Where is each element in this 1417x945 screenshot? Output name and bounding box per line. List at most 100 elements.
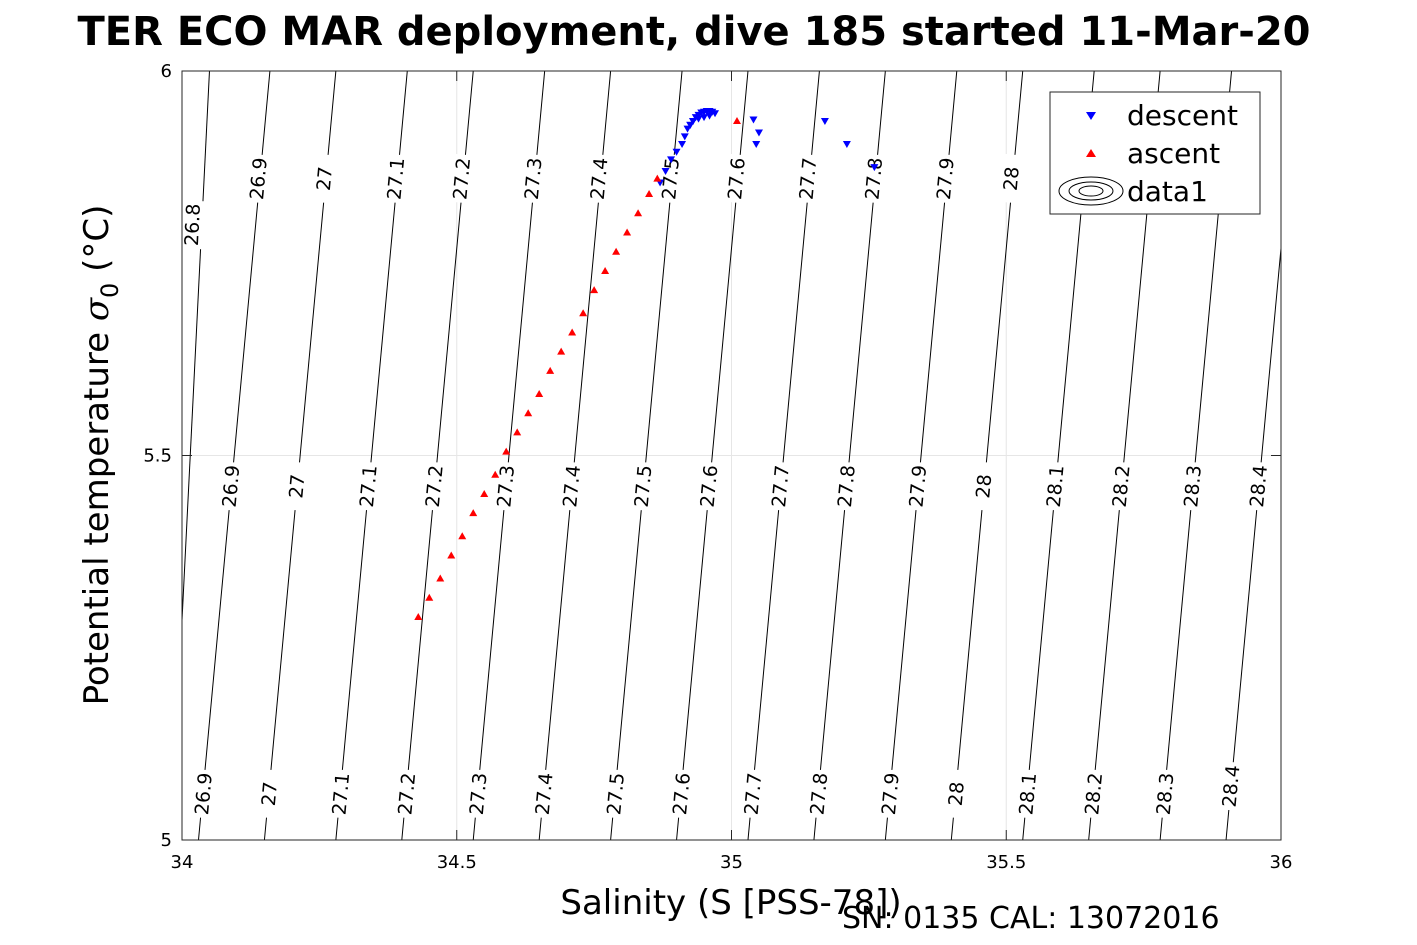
ascent-marker bbox=[579, 309, 588, 317]
contour-label: 27.5 bbox=[658, 157, 684, 201]
descent-marker bbox=[678, 141, 687, 149]
descent-marker bbox=[754, 129, 763, 137]
contour-label-background bbox=[997, 153, 1026, 204]
contour-label: 27.1 bbox=[383, 157, 409, 201]
ascent-marker bbox=[425, 593, 434, 601]
contour-label-background bbox=[519, 153, 548, 204]
legend-ascent-marker bbox=[1086, 149, 1096, 157]
contour-label-background bbox=[904, 461, 933, 512]
contour-label-background bbox=[860, 153, 889, 204]
contour-label: 27.2 bbox=[394, 772, 420, 816]
x-tick-label: 36 bbox=[1270, 852, 1293, 873]
contour-label: 28.3 bbox=[1180, 464, 1206, 508]
contour-label: 27.1 bbox=[328, 772, 354, 816]
ascent-marker bbox=[557, 347, 566, 355]
contour-label-background bbox=[585, 153, 614, 204]
contour-label-background bbox=[970, 461, 999, 512]
ascent-marker bbox=[601, 266, 610, 274]
contour-label-background bbox=[393, 768, 422, 819]
contour-label-background bbox=[283, 461, 312, 512]
contour-label-background bbox=[530, 768, 559, 819]
contour-label: 28.2 bbox=[1081, 772, 1107, 816]
contour-label: 27.6 bbox=[669, 772, 695, 816]
y-axis-label-unit: (°C) bbox=[77, 205, 117, 283]
contour-label: 26.8 bbox=[181, 203, 205, 246]
descent-marker bbox=[661, 167, 670, 175]
descent-marker bbox=[820, 117, 829, 125]
y-axis-label-sigma: σ bbox=[77, 297, 117, 321]
contour-label-background bbox=[382, 153, 411, 204]
contour-label-background bbox=[255, 768, 285, 819]
contour-label-background bbox=[557, 461, 587, 512]
contour-label-background bbox=[766, 461, 796, 512]
x-axis-label: Salinity (S [PSS-78]) bbox=[560, 883, 901, 923]
chart-title: TER ECO MAR deployment, dive 185 started… bbox=[77, 9, 1310, 55]
y-tick-label: 5.5 bbox=[143, 446, 172, 467]
x-tick-label: 34.5 bbox=[437, 852, 477, 873]
contour-label-background bbox=[1107, 461, 1136, 512]
contour-label: 28.3 bbox=[1153, 772, 1179, 816]
ascent-marker bbox=[414, 612, 423, 620]
contour-label: 27.7 bbox=[741, 772, 767, 816]
descent-marker bbox=[680, 133, 689, 141]
density-contour-line bbox=[1225, 243, 1281, 840]
ascent-marker bbox=[732, 116, 741, 124]
ascent-marker bbox=[623, 228, 632, 236]
density-contour-labels: 26.8 26.9 26.9 26.9 27 27 27 27.1 27.1 27.1 27.2 27… bbox=[179, 153, 1274, 819]
contour-label: 27.7 bbox=[796, 157, 822, 201]
y-axis-label-main: Potential temperature bbox=[77, 321, 117, 705]
ascent-marker bbox=[469, 509, 478, 517]
contour-label-background bbox=[722, 153, 752, 204]
ascent-marker bbox=[436, 574, 445, 582]
contour-label-background bbox=[629, 461, 658, 512]
contour-label: 27 bbox=[258, 781, 282, 807]
contour-label-background bbox=[739, 768, 768, 819]
contour-label: 28.1 bbox=[1015, 772, 1041, 816]
descent-marker bbox=[667, 156, 676, 164]
legend-descent-label: descent bbox=[1127, 99, 1238, 132]
ascent-marker bbox=[447, 551, 456, 559]
contour-label: 28 bbox=[945, 781, 969, 807]
x-tick-label: 34 bbox=[171, 852, 194, 873]
ascent-marker bbox=[612, 247, 621, 255]
contour-label-background bbox=[805, 768, 834, 819]
contour-label-background bbox=[942, 768, 971, 819]
contour-label: 27.1 bbox=[356, 464, 382, 508]
contour-label-background bbox=[420, 461, 449, 512]
legend-descent-marker bbox=[1086, 112, 1096, 120]
descent-marker bbox=[752, 141, 761, 149]
ascent-marker bbox=[546, 366, 555, 374]
contour-label: 27.4 bbox=[532, 772, 558, 816]
ascent-marker bbox=[535, 389, 544, 397]
contour-label: 28 bbox=[1000, 166, 1024, 192]
contour-label: 27.5 bbox=[631, 464, 657, 508]
x-tick-label: 35 bbox=[720, 852, 743, 873]
contour-label-background bbox=[179, 200, 207, 250]
contour-label: 27.3 bbox=[466, 772, 492, 816]
contour-label-background bbox=[189, 768, 219, 819]
descent-marker bbox=[870, 164, 879, 172]
contour-label: 27.9 bbox=[905, 464, 931, 508]
contour-label-background bbox=[244, 153, 274, 204]
contour-label-background bbox=[601, 768, 631, 819]
contour-label: 28.4 bbox=[1246, 464, 1272, 508]
contour-label-background bbox=[217, 461, 246, 512]
contour-label: 26.9 bbox=[191, 772, 217, 816]
contour-label: 27.5 bbox=[603, 772, 629, 816]
contour-label: 28 bbox=[972, 473, 996, 499]
legend-box bbox=[1049, 91, 1261, 215]
descent-marker bbox=[842, 141, 851, 149]
y-axis-label-subscript: 0 bbox=[96, 283, 124, 298]
contour-label: 27.3 bbox=[493, 464, 519, 508]
legend: descent ascent data1 bbox=[1049, 91, 1261, 215]
contour-label: 27.2 bbox=[422, 464, 448, 508]
contour-label: 27.8 bbox=[834, 464, 860, 508]
contour-label: 28.4 bbox=[1219, 764, 1245, 808]
descent-marker bbox=[694, 115, 703, 123]
contour-label: 27.7 bbox=[768, 464, 794, 508]
descent-marker bbox=[672, 148, 681, 156]
descent-marker bbox=[711, 110, 720, 118]
contour-label: 28.2 bbox=[1109, 464, 1135, 508]
contour-label-background bbox=[492, 461, 521, 512]
